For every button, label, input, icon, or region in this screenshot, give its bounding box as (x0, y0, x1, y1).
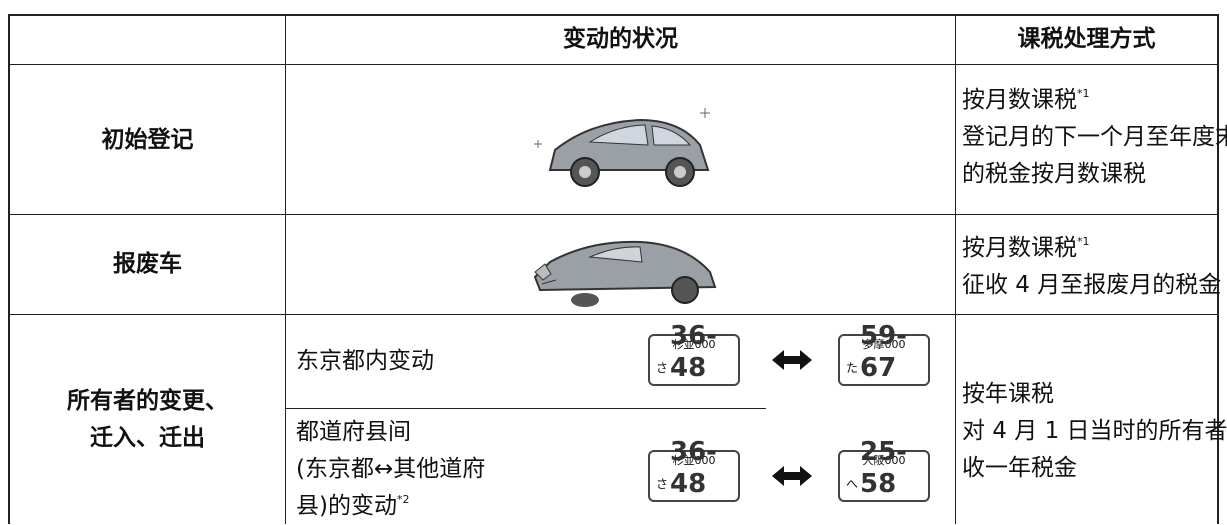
border (8, 214, 1219, 215)
border (286, 408, 766, 409)
tax-line: 征收 4 月至报废月的税金 (962, 272, 1222, 298)
footnote-mark: *1 (1077, 87, 1090, 100)
plate-kana: へ (846, 477, 859, 491)
tax-line: 收一年税金 (962, 455, 1077, 481)
plate-number: 36-48 (670, 437, 717, 499)
tax-title: 按月数课税*1 (962, 82, 1090, 119)
plate-kana: さ (656, 477, 669, 491)
sub-row-text: 都道府县间 (296, 419, 411, 445)
border (8, 64, 1219, 65)
plate-area: 大阪000 (862, 454, 906, 467)
plate-area: 杉並000 (672, 338, 716, 351)
sub-row-text: (东京都↔其他道府 (296, 456, 486, 482)
tax-line: 按年课税 (962, 381, 1054, 407)
sub-row-text: 县)的变动*2 (296, 488, 409, 525)
border (8, 14, 1219, 16)
tax-title: 按月数课税*1 (962, 230, 1090, 267)
header-cell: 课税处理方式 (1017, 26, 1156, 52)
row-label: 报废车 (113, 251, 182, 277)
tax-line: 登记月的下一个月至年度末 (962, 124, 1227, 150)
tax-line: 对 4 月 1 日当时的所有者征 (962, 418, 1227, 444)
header-cell: 变动的状况 (563, 26, 678, 52)
sub-row-text: 东京都内变动 (296, 348, 434, 374)
plate-area: 多摩000 (862, 338, 906, 351)
tax-line: 的税金按月数课税 (962, 161, 1146, 187)
license-plate: 多摩000 た 59-67 (838, 321, 930, 386)
row-label: 迁入、迁出 (90, 425, 205, 451)
plate-number: 59-67 (860, 321, 907, 383)
border (1217, 14, 1219, 524)
tax-title-text: 按月数课税 (962, 87, 1077, 113)
plate-kana: た (846, 361, 859, 375)
plate-number: 36-48 (670, 321, 717, 383)
footnote-mark: *2 (396, 493, 410, 506)
double-arrow (772, 466, 812, 486)
footnote-mark: *1 (1077, 235, 1090, 248)
new-car-illustration (534, 108, 710, 187)
scrap-car-illustration (533, 240, 717, 307)
license-plate: 大阪000 へ 25-58 (838, 437, 930, 502)
plate-kana: さ (656, 361, 669, 375)
plate-area: 杉並000 (672, 454, 716, 467)
border (8, 314, 1219, 315)
border (285, 14, 286, 524)
license-plate: 杉並000 さ 36-48 (648, 321, 740, 386)
double-arrow (772, 350, 812, 370)
row-label: 所有者的变更、 (67, 388, 228, 414)
sub-row-text-last: 县)的变动 (296, 493, 397, 519)
border (8, 14, 10, 524)
row-label: 初始登记 (101, 127, 194, 153)
border (955, 14, 956, 524)
plate-number: 25-58 (860, 437, 907, 499)
license-plate: 杉並000 さ 36-48 (648, 437, 740, 502)
tax-title-text: 按月数课税 (962, 235, 1077, 261)
